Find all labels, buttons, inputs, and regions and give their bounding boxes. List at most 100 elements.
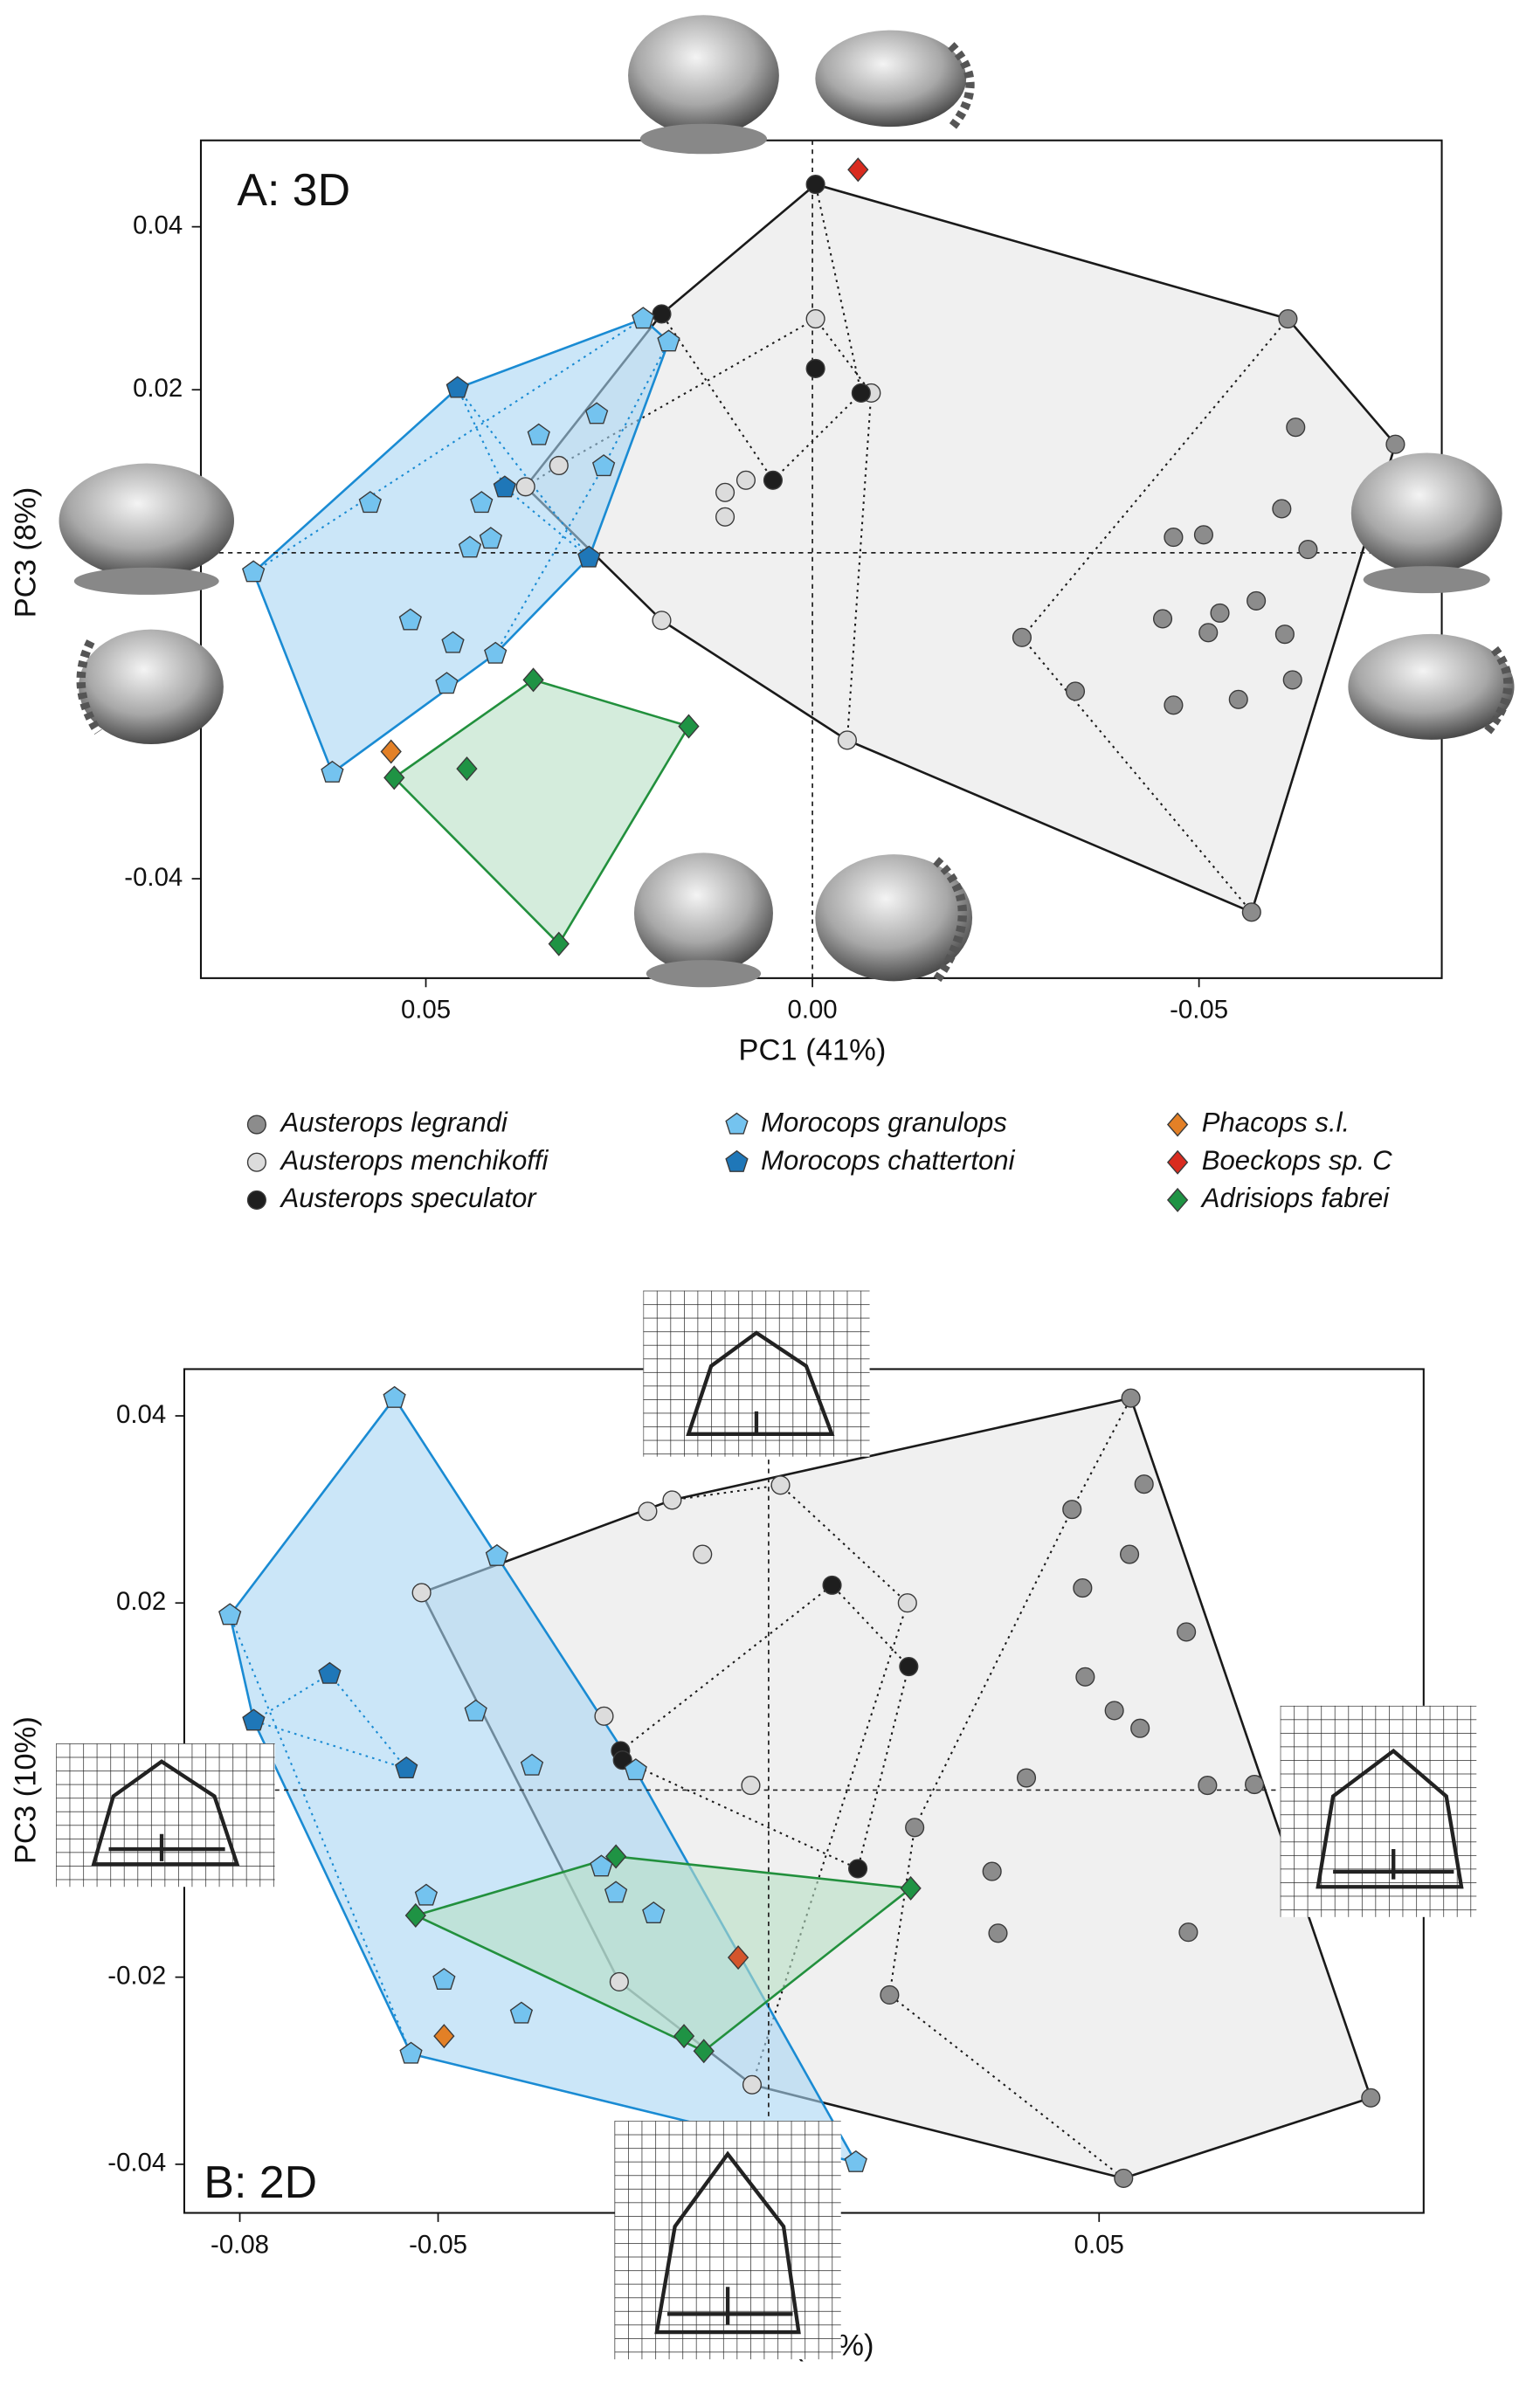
point xyxy=(242,560,266,583)
y-tick-label: -0.02 xyxy=(107,1961,166,1990)
legend-label: Austerops legrandi xyxy=(280,1108,508,1138)
point xyxy=(485,1543,509,1566)
point xyxy=(435,672,459,694)
y-tick-label: -0.04 xyxy=(124,863,183,892)
point xyxy=(1298,540,1318,560)
point xyxy=(847,1859,868,1879)
panel-title: A: 3D xyxy=(237,164,350,215)
point xyxy=(520,1753,544,1776)
point xyxy=(844,2150,867,2172)
point xyxy=(318,1661,342,1684)
point xyxy=(1282,670,1302,690)
legend-marker xyxy=(246,1115,266,1135)
point xyxy=(727,1945,749,1970)
point xyxy=(638,1501,658,1522)
group-hull xyxy=(523,183,1397,914)
point xyxy=(837,730,857,750)
hulls xyxy=(228,183,1397,2180)
point xyxy=(1016,1768,1037,1788)
point xyxy=(414,1883,439,1906)
point xyxy=(693,2039,715,2064)
point xyxy=(527,423,550,445)
point xyxy=(880,1984,900,2005)
point xyxy=(1198,623,1219,643)
legend-label: Morocops granulops xyxy=(761,1108,1007,1138)
legend-label: Phacops s.l. xyxy=(1202,1108,1350,1138)
point xyxy=(321,760,344,783)
legend-label: Boeckops sp. C xyxy=(1202,1145,1392,1176)
point xyxy=(847,157,869,183)
point xyxy=(548,931,570,956)
y-axis-label: PC3 (8%) xyxy=(9,487,42,618)
legend-marker xyxy=(246,1190,266,1210)
head-render xyxy=(59,15,1515,988)
y-tick-label: 0.04 xyxy=(133,211,183,239)
point xyxy=(604,1844,627,1869)
panel-title: B: 2D xyxy=(204,2157,317,2207)
point xyxy=(693,1544,713,1564)
point xyxy=(411,1583,432,1603)
point xyxy=(652,611,672,631)
point xyxy=(1062,1500,1082,1520)
point xyxy=(1164,695,1184,715)
point xyxy=(770,1475,791,1495)
point xyxy=(470,491,494,514)
point xyxy=(604,1881,628,1903)
point xyxy=(1065,681,1086,701)
point xyxy=(741,1776,761,1796)
point xyxy=(609,1971,629,1992)
point xyxy=(242,1708,266,1731)
y-tick-label: -0.04 xyxy=(107,2149,166,2177)
point xyxy=(1177,1622,1197,1642)
point xyxy=(662,1490,682,1510)
point xyxy=(612,1750,632,1770)
point xyxy=(445,376,469,398)
point xyxy=(1120,1544,1140,1564)
point xyxy=(805,175,825,195)
legend-marker xyxy=(1166,1149,1189,1175)
point xyxy=(432,1968,456,1991)
point xyxy=(398,608,422,631)
species-hull xyxy=(251,1673,410,1770)
point xyxy=(715,482,735,502)
point xyxy=(456,756,478,782)
point xyxy=(458,535,482,558)
point xyxy=(577,545,601,568)
deformation-grid xyxy=(56,1290,1477,2360)
point xyxy=(735,470,756,490)
point xyxy=(624,1758,647,1781)
point xyxy=(433,2024,455,2049)
legend-marker xyxy=(1166,1187,1189,1212)
point xyxy=(742,2074,763,2095)
point xyxy=(1134,1474,1154,1494)
point xyxy=(1198,1776,1218,1796)
x-tick-label: -0.05 xyxy=(1170,996,1228,1025)
point xyxy=(899,1656,919,1677)
legend-marker xyxy=(246,1152,266,1172)
point xyxy=(1012,627,1032,647)
x-tick-label: -0.08 xyxy=(211,2230,269,2259)
point xyxy=(988,1923,1008,1943)
x-tick-label: 0.05 xyxy=(401,996,451,1025)
point xyxy=(1361,2088,1381,2108)
x-tick-label: 0.00 xyxy=(788,996,838,1025)
legend-label: Austerops speculator xyxy=(280,1183,538,1213)
y-tick-label: 0.04 xyxy=(116,1400,166,1429)
x-tick-label: 0.05 xyxy=(1074,2230,1124,2259)
point xyxy=(1104,1701,1124,1721)
legend-marker xyxy=(1166,1112,1189,1137)
point xyxy=(515,477,535,497)
point xyxy=(358,491,382,514)
point xyxy=(1210,603,1230,623)
illustrations xyxy=(56,15,1515,2360)
point xyxy=(1245,1774,1265,1795)
point xyxy=(509,2001,534,2024)
point xyxy=(479,527,503,549)
point xyxy=(805,308,825,329)
legend-marker xyxy=(725,1149,749,1172)
x-axis-label: PC1 (41%) xyxy=(738,1034,886,1067)
point xyxy=(1272,499,1292,519)
point xyxy=(549,455,569,476)
species-hull xyxy=(1020,317,1397,914)
